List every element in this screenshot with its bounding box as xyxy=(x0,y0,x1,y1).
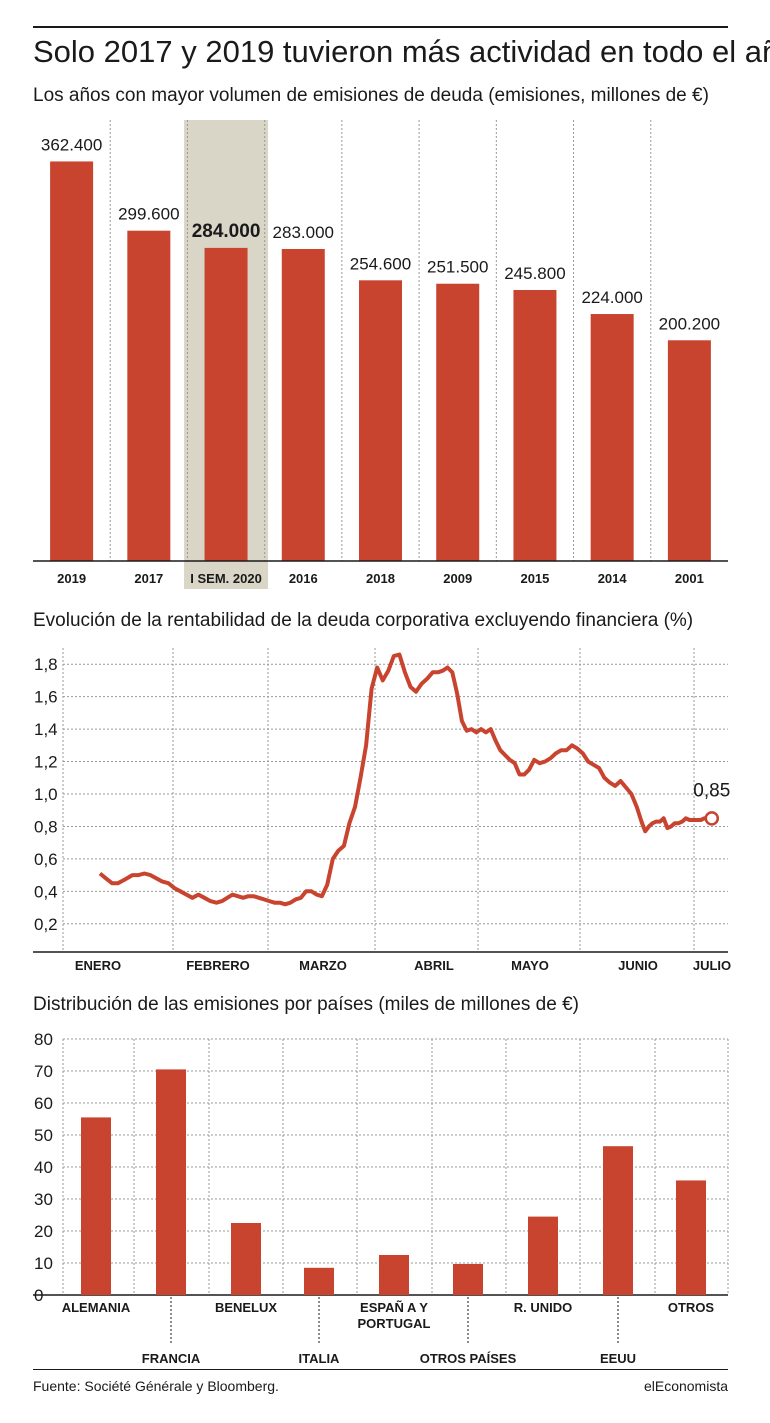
bar-2017 xyxy=(127,230,171,561)
x-tick-label: FEBRERO xyxy=(186,958,250,973)
bar-EEUU xyxy=(603,1146,633,1295)
yield-line-chart: 0,2 0,4 0,6 0,8 1,0 1,2 1,4 1,6 1,8 ENERO FEBRERO M… xyxy=(33,648,731,973)
x-tick-label: MAYO xyxy=(511,958,549,973)
chart2-subtitle: Evolución de la rentabilidad de la deuda… xyxy=(33,610,694,631)
y-tick-label: 0,2 xyxy=(34,915,58,934)
bar-2016 xyxy=(281,248,325,561)
bar-ALEMANIA xyxy=(81,1117,111,1295)
x-tick-label: JUNIO xyxy=(618,958,658,973)
bar-BENELUX xyxy=(231,1223,261,1295)
category-label: ITALIA xyxy=(299,1351,341,1366)
category-label: 2009 xyxy=(443,571,472,586)
value-label: 283.000 xyxy=(273,223,334,242)
category-label: 2001 xyxy=(675,571,704,586)
y-tick-label: 0,6 xyxy=(34,850,58,869)
top-rule xyxy=(33,26,728,28)
x-tick-label: ENERO xyxy=(75,958,121,973)
emissions-by-country-chart: 01020304050607080ALEMANIAFRANCIABENELUXI… xyxy=(33,1030,729,1366)
bar-OTROS PAÍSES DEL EURO xyxy=(453,1263,483,1295)
value-label: 200.200 xyxy=(659,314,720,333)
category-label: FRANCIA xyxy=(142,1351,201,1366)
category-label: 2018 xyxy=(366,571,395,586)
category-label: 2017 xyxy=(134,571,163,586)
y-tick-label: 30 xyxy=(34,1190,53,1209)
value-label: 254.600 xyxy=(350,254,411,273)
category-label: I SEM. 2020 xyxy=(190,571,262,586)
y-tick-label: 40 xyxy=(34,1158,53,1177)
y-tick-label: 1,6 xyxy=(34,688,58,707)
bar-ESPAÑ A Y PORTUGAL xyxy=(379,1255,409,1295)
y-tick-label: 10 xyxy=(34,1254,53,1273)
y-tick-label: 50 xyxy=(34,1126,53,1145)
y-tick-label: 60 xyxy=(34,1094,53,1113)
bar-ITALIA xyxy=(304,1267,334,1295)
footer-rule xyxy=(33,1369,728,1370)
bar-2019 xyxy=(50,161,94,562)
value-label: 284.000 xyxy=(192,221,261,242)
category-label: BENELUX xyxy=(215,1300,277,1315)
category-label: ESPAÑ A Y xyxy=(360,1300,428,1315)
category-label: OTROS PAÍSES xyxy=(420,1351,517,1366)
bar-2014 xyxy=(590,314,634,561)
chart3-subtitle: Distribución de las emisiones por países… xyxy=(33,994,579,1015)
x-tick-label: ABRIL xyxy=(414,958,454,973)
bar-OTROS xyxy=(676,1180,706,1295)
value-label: 245.800 xyxy=(504,264,565,283)
category-label: 2019 xyxy=(57,571,86,586)
y-tick-label: 1,0 xyxy=(34,785,58,804)
category-label: R. UNIDO xyxy=(514,1300,573,1315)
y-tick-label: 80 xyxy=(34,1030,53,1049)
bar-R. UNIDO xyxy=(528,1216,558,1295)
page-title: Solo 2017 y 2019 tuvieron más actividad … xyxy=(33,34,770,69)
brand-logo: elEconomista xyxy=(643,1378,728,1394)
y-tick-label: 1,8 xyxy=(34,655,58,674)
x-tick-label: MARZO xyxy=(299,958,347,973)
category-label: OTROS xyxy=(668,1300,715,1315)
value-label: 251.500 xyxy=(427,258,488,277)
y-tick-label: 20 xyxy=(34,1222,53,1241)
y-tick-label: 70 xyxy=(34,1062,53,1081)
value-label: 299.600 xyxy=(118,205,179,224)
category-label: 2014 xyxy=(598,571,628,586)
source-note: Fuente: Société Générale y Bloomberg. xyxy=(33,1378,279,1394)
bar-2015 xyxy=(513,290,557,561)
chart1-subtitle: Los años con mayor volumen de emisiones … xyxy=(33,85,709,106)
bar-FRANCIA xyxy=(156,1069,186,1295)
value-label: 224.000 xyxy=(581,288,642,307)
y-tick-label: 0,4 xyxy=(34,882,58,901)
category-label: EEUU xyxy=(600,1351,636,1366)
yield-series-line xyxy=(98,652,712,907)
end-value-label: 0,85 xyxy=(693,780,730,801)
end-point-marker xyxy=(704,811,720,826)
value-label: 362.400 xyxy=(41,135,102,154)
bar-I SEM. 2020 xyxy=(204,247,248,561)
bar-2001 xyxy=(667,340,711,561)
emissions-by-year-chart: 362.400 2019 299.600 2017 284.000 I SEM. 2020… xyxy=(33,120,728,589)
y-tick-label: 1,2 xyxy=(34,753,58,772)
bar-2018 xyxy=(359,280,402,561)
y-tick-label: 0,8 xyxy=(34,817,58,836)
category-label: ALEMANIA xyxy=(62,1300,131,1315)
category-label: PORTUGAL xyxy=(358,1316,431,1331)
bar-2009 xyxy=(436,283,480,561)
y-tick-label: 1,4 xyxy=(34,720,58,739)
x-tick-label: JULIO xyxy=(693,958,731,973)
category-label: 2016 xyxy=(289,571,318,586)
category-label: 2015 xyxy=(520,571,549,586)
